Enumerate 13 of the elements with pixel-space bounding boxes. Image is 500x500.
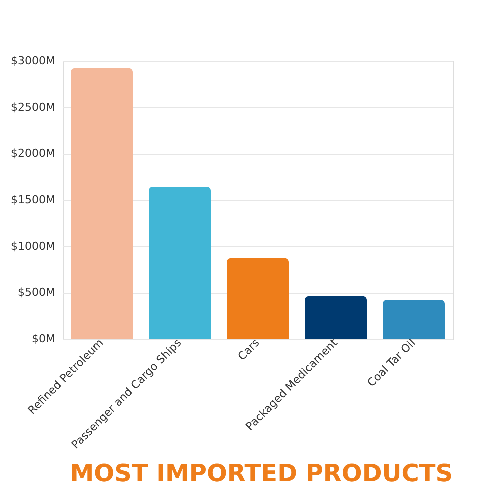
text: MOST IMPORTED PRODUCTS <box>70 459 453 488</box>
bar <box>71 68 133 339</box>
y-tick-label: $2000M <box>11 147 56 160</box>
bar <box>227 258 289 339</box>
y-tick-label: $3000M <box>11 54 56 68</box>
bar <box>305 296 367 339</box>
y-tick-label: $1000M <box>11 240 56 253</box>
bar <box>149 187 211 339</box>
bar <box>383 300 445 339</box>
y-tick-label: $1500M <box>11 194 56 206</box>
y-tick-label: $500M <box>18 286 56 300</box>
y-tick-label: $2500M <box>11 100 56 114</box>
y-tick-label: $0M <box>32 332 56 346</box>
